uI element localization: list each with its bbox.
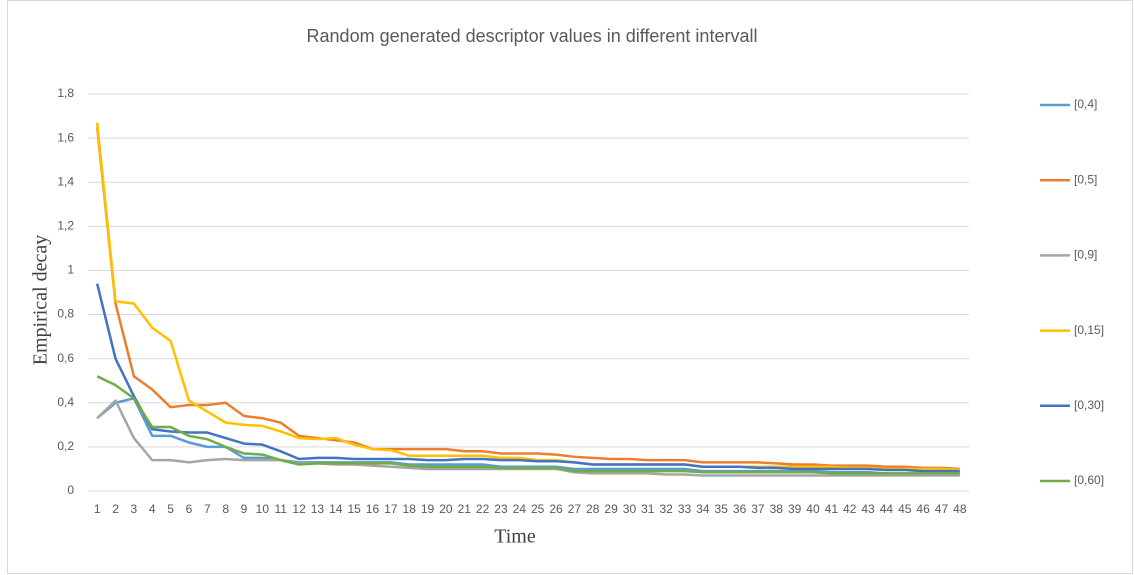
x-tick-label: 33 (678, 502, 692, 516)
y-tick-label: 1,6 (57, 130, 74, 144)
x-tick-label: 41 (825, 502, 839, 516)
x-tick-label: 22 (476, 502, 490, 516)
legend-label: [0,30] (1074, 398, 1104, 412)
x-tick-label: 39 (788, 502, 802, 516)
series-line (95, 122, 960, 472)
x-tick-label: 23 (494, 502, 508, 516)
x-tick-label: 44 (880, 502, 894, 516)
x-tick-label: 20 (439, 502, 453, 516)
x-tick-label: 24 (513, 502, 527, 516)
x-tick-label: 21 (458, 502, 472, 516)
series-line (95, 126, 960, 471)
x-tick-label: 12 (292, 502, 306, 516)
x-tick-label: 26 (549, 502, 563, 516)
x-tick-label: 35 (715, 502, 729, 516)
x-tick-label: 16 (366, 502, 380, 516)
x-tick-label: 40 (806, 502, 820, 516)
x-tick-label: 36 (733, 502, 747, 516)
legend-label: [0,60] (1074, 473, 1104, 487)
y-tick-label: 0,2 (57, 439, 74, 453)
legend-label: [0,15] (1074, 323, 1104, 337)
x-tick-label: 19 (421, 502, 435, 516)
x-tick-label: 37 (751, 502, 765, 516)
chart-border (7, 0, 1133, 574)
x-tick-label: 42 (843, 502, 857, 516)
x-tick-label: 13 (311, 502, 325, 516)
x-tick-label: 29 (604, 502, 618, 516)
y-tick-label: 1,8 (57, 86, 74, 100)
legend-label: [0,4] (1074, 97, 1097, 111)
x-tick-label: 9 (241, 502, 248, 516)
y-tick-label: 0,8 (57, 307, 74, 321)
y-tick-label: 0,4 (57, 395, 74, 409)
x-tick-label: 15 (347, 502, 361, 516)
legend-label: [0,9] (1074, 248, 1097, 262)
x-tick-label: 30 (623, 502, 637, 516)
x-tick-label: 10 (256, 502, 270, 516)
x-tick-label: 45 (898, 502, 912, 516)
x-tick-label: 8 (222, 502, 229, 516)
y-tick-label: 0 (67, 483, 74, 497)
x-tick-label: 2 (112, 502, 119, 516)
x-tick-label: 7 (204, 502, 211, 516)
legend-label: [0,5] (1074, 172, 1097, 186)
x-tick-label: 6 (186, 502, 193, 516)
x-tick-label: 48 (953, 502, 967, 516)
x-tick-label: 47 (935, 502, 949, 516)
chart-title: Random generated descriptor values in di… (307, 26, 758, 46)
x-tick-label: 18 (403, 502, 417, 516)
x-tick-label: 43 (861, 502, 875, 516)
x-tick-label: 11 (274, 502, 287, 516)
x-tick-label: 17 (384, 502, 398, 516)
y-tick-label: 1,2 (57, 219, 74, 233)
x-tick-label: 32 (659, 502, 673, 516)
x-tick-label: 25 (531, 502, 545, 516)
x-axis-label: Time (494, 526, 536, 548)
y-axis-label: Empirical decay (30, 235, 52, 366)
x-tick-label: 1 (94, 502, 101, 516)
y-tick-label: 1 (67, 263, 74, 277)
x-tick-label: 28 (586, 502, 600, 516)
x-tick-label: 3 (131, 502, 138, 516)
x-tick-label: 14 (329, 502, 343, 516)
x-tick-label: 5 (167, 502, 174, 516)
x-tick-label: 34 (696, 502, 710, 516)
x-tick-label: 31 (641, 502, 655, 516)
x-tick-label: 38 (770, 502, 784, 516)
y-tick-label: 0,6 (57, 351, 74, 365)
series-line (96, 375, 960, 475)
x-tick-label: 27 (568, 502, 582, 516)
series-line (95, 283, 960, 473)
y-tick-label: 1,4 (57, 174, 74, 188)
x-tick-label: 4 (149, 502, 156, 516)
x-tick-label: 46 (916, 502, 930, 516)
